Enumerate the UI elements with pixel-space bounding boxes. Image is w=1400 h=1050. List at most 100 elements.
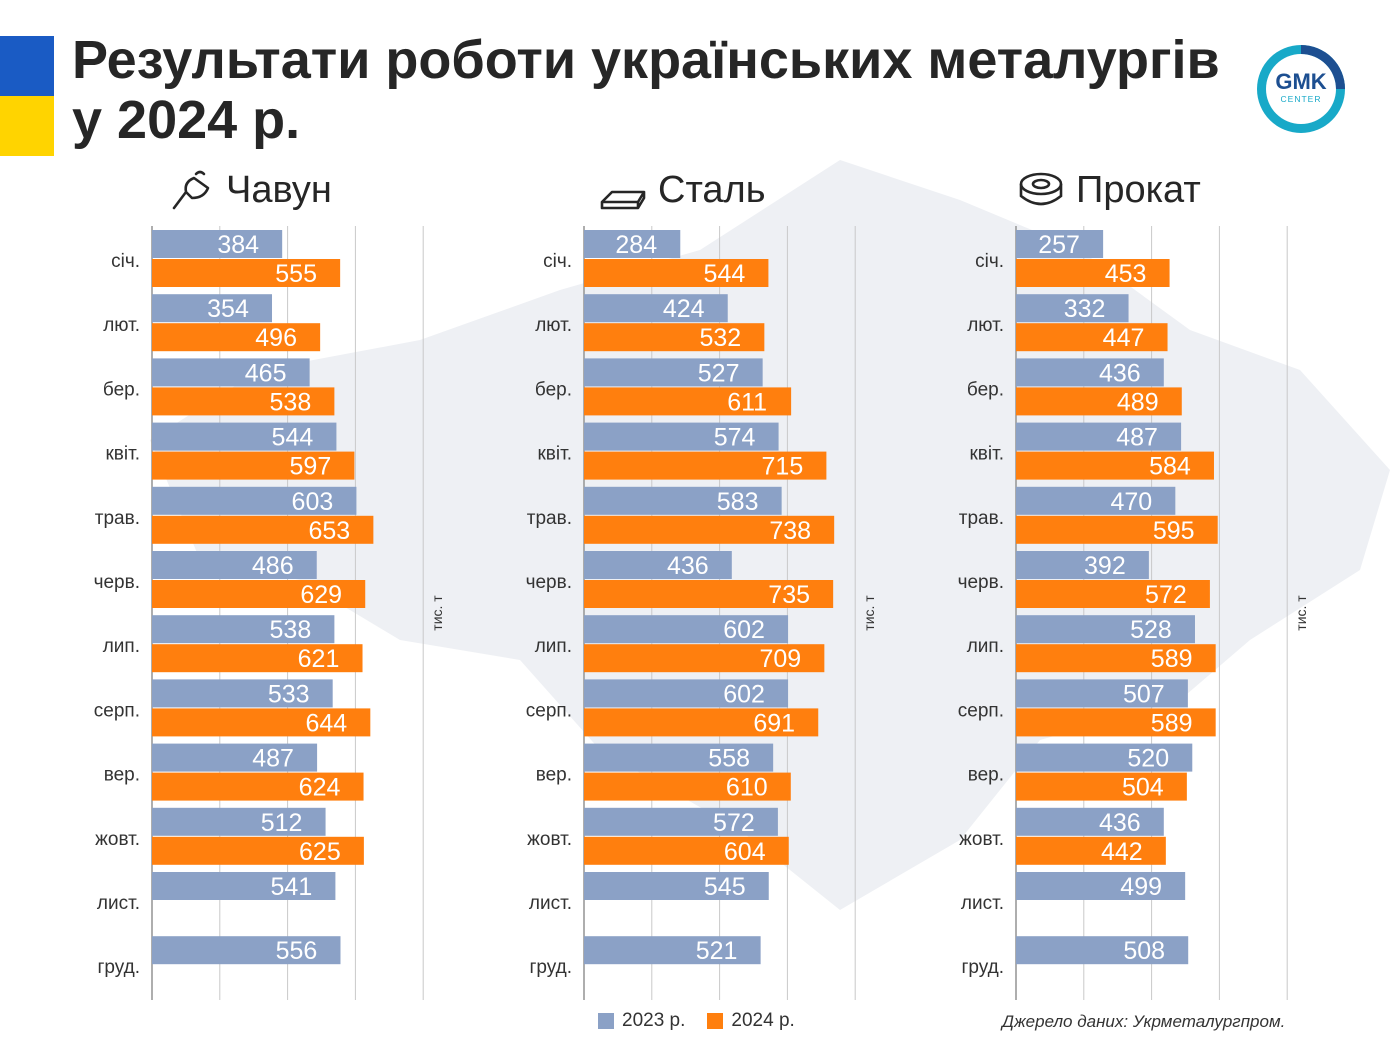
panel-title-text: Прокат bbox=[1076, 168, 1201, 211]
steel-slab-icon bbox=[600, 190, 646, 210]
bar-2023 bbox=[584, 872, 769, 900]
data-label-2023: 527 bbox=[698, 359, 740, 387]
title-line-1: Результати роботи українських металургів bbox=[72, 30, 1220, 90]
bar-2023 bbox=[152, 422, 337, 451]
bar-2024 bbox=[152, 772, 364, 801]
data-label-2024: 496 bbox=[255, 324, 297, 352]
data-label-2024: 709 bbox=[759, 645, 801, 673]
bar-2024 bbox=[1016, 451, 1214, 480]
data-label-2023: 257 bbox=[1038, 231, 1080, 259]
bar-2024 bbox=[1016, 644, 1216, 673]
flag-yellow-stripe bbox=[0, 96, 54, 156]
ladle-icon bbox=[172, 170, 210, 210]
panel-title-rolled: Прокат bbox=[1016, 166, 1201, 214]
bar-2024 bbox=[584, 708, 819, 737]
steel-coil-icon bbox=[1019, 172, 1063, 206]
bar-2024 bbox=[584, 387, 792, 416]
bar-2024 bbox=[584, 515, 835, 544]
bar-2023 bbox=[584, 230, 681, 258]
bar-2023 bbox=[152, 230, 283, 258]
data-label-2023: 544 bbox=[272, 424, 314, 452]
data-label-2024: 489 bbox=[1117, 388, 1159, 416]
flag-blue-stripe bbox=[0, 36, 54, 96]
category-label: жовт. bbox=[95, 829, 140, 850]
logo-text-bottom: CENTER bbox=[1281, 94, 1322, 104]
bar-2023 bbox=[1016, 743, 1193, 772]
data-label-2023: 602 bbox=[723, 680, 765, 708]
unit-label: тис. т bbox=[429, 595, 445, 631]
legend-swatch-2023 bbox=[598, 1013, 614, 1029]
bar-2023 bbox=[152, 743, 318, 772]
bar-2023 bbox=[152, 486, 357, 515]
bar-2023 bbox=[1016, 230, 1104, 258]
category-label: черв. bbox=[958, 572, 1004, 593]
bar-2023 bbox=[152, 294, 273, 323]
bar-2024 bbox=[152, 451, 355, 480]
data-label-2024: 442 bbox=[1101, 838, 1143, 866]
data-label-2024: 532 bbox=[699, 324, 741, 352]
bar-2023 bbox=[584, 294, 728, 323]
bar-2024 bbox=[152, 644, 363, 673]
bar-2024 bbox=[1016, 323, 1168, 352]
bar-2023 bbox=[152, 615, 335, 644]
data-label-2023: 499 bbox=[1120, 873, 1162, 901]
data-label-2024: 447 bbox=[1103, 324, 1145, 352]
data-label-2023: 424 bbox=[663, 295, 705, 323]
data-label-2024: 624 bbox=[299, 774, 341, 802]
category-label: трав. bbox=[95, 508, 140, 529]
data-label-2024: 738 bbox=[769, 517, 811, 545]
data-label-2023: 538 bbox=[270, 616, 312, 644]
category-label: жовт. bbox=[527, 829, 572, 850]
bar-2023 bbox=[1016, 936, 1189, 965]
data-label-2023: 541 bbox=[271, 873, 313, 901]
category-label: вер. bbox=[104, 765, 140, 786]
bar-2023 bbox=[1016, 486, 1176, 515]
category-label: січ. bbox=[975, 251, 1004, 272]
data-source-note: Джерело даних: Укрметалургпром. bbox=[1002, 1012, 1286, 1031]
bar-2024 bbox=[584, 259, 769, 287]
data-label-2023: 545 bbox=[704, 873, 746, 901]
bar-2023 bbox=[152, 936, 341, 965]
bar-2024 bbox=[584, 644, 825, 673]
data-label-2024: 610 bbox=[726, 774, 768, 802]
category-label: груд. bbox=[961, 957, 1004, 978]
data-label-2023: 354 bbox=[207, 295, 249, 323]
title-line-2: у 2024 р. bbox=[72, 90, 301, 150]
bar-2023 bbox=[1016, 551, 1149, 579]
bar-2024 bbox=[152, 836, 364, 865]
unit-label: тис. т bbox=[1293, 595, 1309, 631]
data-label-2023: 508 bbox=[1123, 937, 1165, 965]
panel-title-pig-iron: Чавун bbox=[166, 166, 332, 214]
category-label: лип. bbox=[103, 636, 140, 657]
bar-2024 bbox=[152, 515, 374, 544]
bar-2023 bbox=[152, 551, 317, 579]
category-label: груд. bbox=[97, 957, 140, 978]
data-label-2024: 589 bbox=[1151, 709, 1193, 737]
category-label: лист. bbox=[97, 893, 140, 914]
data-label-2023: 533 bbox=[268, 680, 310, 708]
data-label-2023: 583 bbox=[717, 488, 759, 516]
data-label-2024: 629 bbox=[300, 581, 342, 609]
bar-2024 bbox=[584, 323, 765, 352]
bar-2024 bbox=[584, 451, 827, 480]
data-label-2023: 574 bbox=[714, 424, 756, 452]
data-label-2024: 735 bbox=[768, 581, 810, 609]
category-label: серп. bbox=[958, 700, 1004, 721]
data-label-2023: 520 bbox=[1127, 745, 1169, 773]
data-label-2024: 572 bbox=[1145, 581, 1187, 609]
bar-2023 bbox=[584, 358, 763, 387]
bar-2024 bbox=[152, 580, 366, 608]
category-label: черв. bbox=[526, 572, 572, 593]
data-label-2023: 602 bbox=[723, 616, 765, 644]
category-label: трав. bbox=[527, 508, 572, 529]
bar-2023 bbox=[152, 679, 333, 708]
panel-title-text: Сталь bbox=[658, 168, 766, 211]
unit-label: тис. т bbox=[861, 595, 877, 631]
data-label-2024: 604 bbox=[724, 838, 766, 866]
bar-2024 bbox=[1016, 836, 1166, 865]
data-label-2023: 332 bbox=[1064, 295, 1106, 323]
category-label: лют. bbox=[103, 315, 140, 336]
logo-text-top: GMK bbox=[1275, 69, 1326, 94]
category-label: квіт. bbox=[537, 444, 572, 465]
